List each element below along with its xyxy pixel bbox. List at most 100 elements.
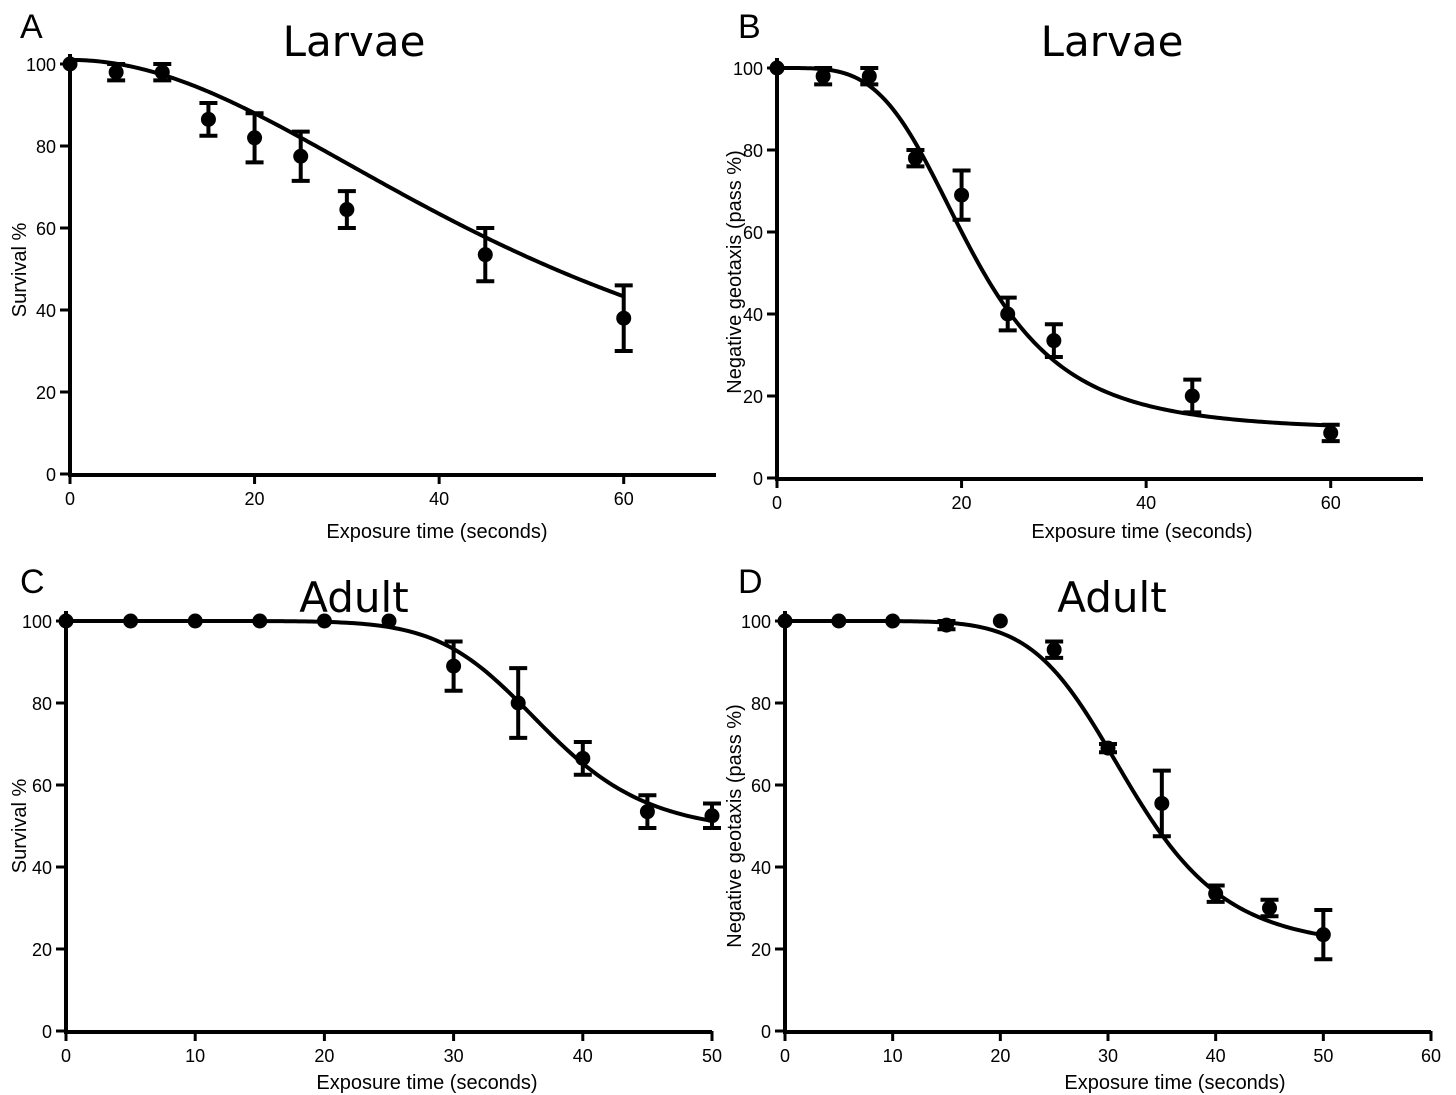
y-tick-label: 80 bbox=[743, 141, 763, 161]
x-tick-label: 50 bbox=[1313, 1046, 1333, 1066]
data-point bbox=[777, 613, 793, 629]
x-tick-label: 10 bbox=[883, 1046, 903, 1066]
x-tick-label: 20 bbox=[990, 1046, 1010, 1066]
fit-curve bbox=[785, 619, 1324, 938]
data-point bbox=[200, 111, 216, 127]
panel-c-plot: 0 10 20 30 40 50 0 20 40 60 80 100 bbox=[22, 611, 722, 1066]
x-tick-label: 60 bbox=[1321, 493, 1341, 513]
data-point bbox=[616, 310, 632, 326]
panel-d-title: Adult bbox=[1057, 573, 1166, 622]
data-point bbox=[62, 56, 78, 72]
y-tick-label: 60 bbox=[36, 219, 56, 239]
data-point bbox=[1208, 886, 1224, 902]
panel-d-y-axis-title: Negative geotaxis (pass %) bbox=[724, 704, 746, 947]
panel-d-x-axis-title: Exposure time (seconds) bbox=[1064, 1072, 1285, 1094]
panel-b-y-axis-title: Negative geotaxis (pass %) bbox=[724, 150, 746, 393]
x-tick-label: 20 bbox=[245, 489, 265, 509]
y-tick-label: 40 bbox=[36, 301, 56, 321]
y-tick-label: 100 bbox=[741, 612, 771, 632]
data-point bbox=[510, 695, 526, 711]
data-point bbox=[1046, 642, 1062, 658]
panel-c: C Adult Exposure time (seconds) Survival… bbox=[9, 563, 722, 1094]
data-point bbox=[154, 64, 170, 80]
panel-b: B Larvae Exposure time (seconds) Negativ… bbox=[724, 8, 1423, 543]
data-point bbox=[1315, 927, 1331, 943]
data-point bbox=[815, 68, 831, 84]
y-tick-label: 0 bbox=[42, 1022, 52, 1042]
y-tick-label: 0 bbox=[761, 1022, 771, 1042]
panel-a: A Larvae Exposure time (seconds) Surviva… bbox=[9, 8, 716, 543]
data-point bbox=[885, 613, 901, 629]
data-point bbox=[123, 613, 139, 629]
data-point bbox=[247, 130, 263, 146]
x-tick-label: 30 bbox=[1098, 1046, 1118, 1066]
panel-b-title: Larvae bbox=[1041, 17, 1184, 66]
y-tick-label: 80 bbox=[32, 694, 52, 714]
x-tick-label: 40 bbox=[429, 489, 449, 509]
panel-d-plot: 0 10 20 30 40 50 60 0 20 40 60 80 100 bbox=[741, 611, 1441, 1066]
data-point bbox=[58, 613, 74, 629]
x-tick-label: 40 bbox=[573, 1046, 593, 1066]
x-tick-label: 0 bbox=[61, 1046, 71, 1066]
data-point bbox=[1046, 333, 1062, 349]
panel-c-letter: C bbox=[20, 563, 45, 601]
data-point bbox=[769, 60, 785, 76]
data-point bbox=[1154, 795, 1170, 811]
x-tick-label: 60 bbox=[1421, 1046, 1441, 1066]
y-tick-label: 100 bbox=[26, 55, 56, 75]
data-point bbox=[316, 613, 332, 629]
x-tick-label: 50 bbox=[702, 1046, 722, 1066]
y-tick-label: 20 bbox=[743, 387, 763, 407]
y-tick-label: 60 bbox=[751, 776, 771, 796]
data-point bbox=[108, 64, 124, 80]
data-point bbox=[293, 148, 309, 164]
panel-b-letter: B bbox=[738, 8, 761, 46]
x-tick-label: 20 bbox=[314, 1046, 334, 1066]
x-tick-label: 60 bbox=[614, 489, 634, 509]
y-tick-label: 40 bbox=[751, 858, 771, 878]
y-tick-label: 20 bbox=[32, 940, 52, 960]
x-tick-label: 20 bbox=[952, 493, 972, 513]
fit-curve bbox=[66, 619, 713, 823]
y-tick-label: 20 bbox=[36, 383, 56, 403]
data-point bbox=[954, 187, 970, 203]
panel-a-title: Larvae bbox=[283, 17, 426, 66]
data-point bbox=[381, 613, 397, 629]
data-point bbox=[939, 617, 954, 633]
data-point bbox=[575, 750, 591, 766]
x-tick-label: 0 bbox=[780, 1046, 790, 1066]
data-point bbox=[252, 613, 268, 629]
panel-a-x-axis-title: Exposure time (seconds) bbox=[326, 521, 547, 543]
data-point bbox=[861, 68, 877, 84]
y-tick-label: 100 bbox=[22, 612, 52, 632]
y-tick-label: 0 bbox=[46, 465, 56, 485]
fit-curve bbox=[69, 57, 625, 299]
y-tick-label: 80 bbox=[751, 694, 771, 714]
panel-d-letter: D bbox=[738, 563, 763, 601]
data-point bbox=[831, 613, 847, 629]
data-point bbox=[339, 202, 355, 218]
x-tick-label: 0 bbox=[772, 493, 782, 513]
y-tick-label: 40 bbox=[32, 858, 52, 878]
panel-b-x-axis-title: Exposure time (seconds) bbox=[1031, 521, 1252, 543]
data-point bbox=[639, 804, 655, 820]
panel-a-plot: 0 20 40 60 0 20 40 60 80 100 bbox=[26, 54, 716, 509]
y-tick-label: 60 bbox=[32, 776, 52, 796]
x-tick-label: 30 bbox=[444, 1046, 464, 1066]
x-tick-label: 0 bbox=[65, 489, 75, 509]
data-point bbox=[1000, 306, 1016, 322]
y-tick-label: 20 bbox=[751, 940, 771, 960]
data-point bbox=[446, 658, 462, 674]
data-point bbox=[477, 247, 493, 263]
y-tick-label: 60 bbox=[743, 223, 763, 243]
panel-b-plot: 0 20 40 60 0 20 40 60 80 100 bbox=[733, 58, 1423, 513]
fit-curve bbox=[777, 66, 1331, 428]
data-point bbox=[907, 150, 923, 166]
y-tick-label: 80 bbox=[36, 137, 56, 157]
y-tick-label: 40 bbox=[743, 305, 763, 325]
data-point bbox=[1323, 425, 1339, 441]
y-tick-label: 100 bbox=[733, 59, 763, 79]
data-point bbox=[187, 613, 203, 629]
x-tick-label: 40 bbox=[1136, 493, 1156, 513]
